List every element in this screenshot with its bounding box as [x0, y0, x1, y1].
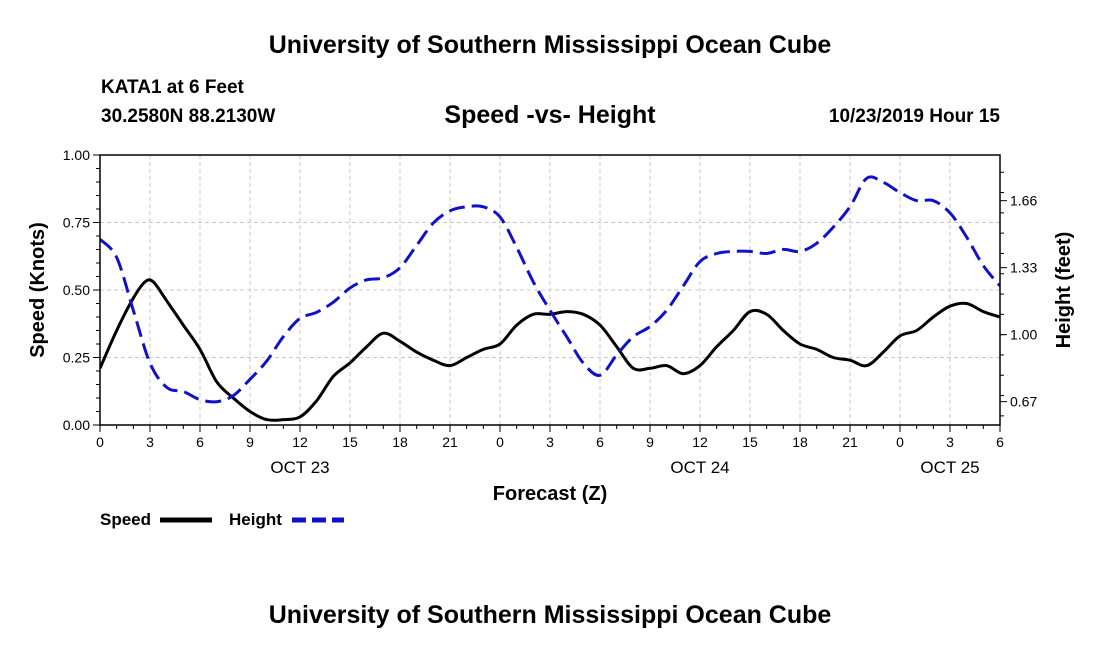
x-tick-label: 3: [546, 434, 554, 450]
chart-title: Speed -vs- Height: [444, 101, 656, 129]
series-line-speed: [100, 278, 1000, 422]
forecast-date: 10/23/2019 Hour 15: [828, 106, 1000, 127]
axis-ticks: 0 3 6 9 12 15 18 21 0 3 6 9 12 15 18 21 0 3 6 0.00 0.25 0.50 0…: [63, 147, 1038, 477]
y-tick-label: 0.25: [63, 350, 90, 366]
y-tick-label: 0.00: [63, 417, 90, 433]
x-tick-label: 6: [196, 434, 204, 450]
legend: Speed Height: [100, 510, 344, 529]
page-title-top: University of Southern Mississippi Ocean…: [268, 31, 832, 59]
x-tick-label: 6: [596, 434, 604, 450]
x-tick-label: 12: [692, 434, 708, 450]
series-line-height: [100, 175, 1000, 404]
x-tick-label: 0: [96, 434, 104, 450]
x-tick-label: 18: [792, 434, 808, 450]
grid-lines: [100, 155, 1000, 425]
y2-tick-label: 1.33: [1010, 260, 1037, 276]
y-tick-label: 0.75: [63, 215, 90, 231]
y-tick-label: 1.00: [63, 147, 90, 163]
x-tick-label: 18: [392, 434, 408, 450]
x-tick-label: 21: [842, 434, 858, 450]
y2-tick-label: 1.66: [1010, 193, 1037, 209]
y2-tick-label: 0.67: [1010, 394, 1037, 410]
y-tick-label: 0.50: [63, 282, 90, 298]
x-tick-label: 3: [946, 434, 954, 450]
station-name: KATA1 at 6 Feet: [101, 77, 244, 98]
x-tick-label: 0: [496, 434, 504, 450]
x-tick-label: 15: [742, 434, 758, 450]
x-axis-title: Forecast (Z): [493, 483, 607, 505]
x-tick-label: 21: [442, 434, 458, 450]
x-tick-label: 9: [246, 434, 254, 450]
x-tick-label: 0: [896, 434, 904, 450]
x-tick-label: 15: [342, 434, 358, 450]
series-lines: [100, 175, 1000, 422]
y-axis-title: Speed (Knots): [27, 222, 49, 358]
y2-axis-title: Height (feet): [1053, 232, 1075, 349]
x-tick-label: 9: [646, 434, 654, 450]
x-tick-label: 6: [996, 434, 1004, 450]
legend-label-height: Height: [229, 510, 282, 529]
page-title-bottom: University of Southern Mississippi Ocean…: [268, 601, 832, 629]
date-label: OCT 25: [920, 458, 979, 477]
y2-tick-label: 1.00: [1010, 327, 1037, 343]
date-label: OCT 23: [270, 458, 329, 477]
date-label: OCT 24: [670, 458, 729, 477]
station-coordinates: 30.2580N 88.2130W: [101, 106, 276, 127]
legend-label-speed: Speed: [100, 510, 151, 529]
x-tick-label: 12: [292, 434, 308, 450]
x-tick-label: 3: [146, 434, 154, 450]
